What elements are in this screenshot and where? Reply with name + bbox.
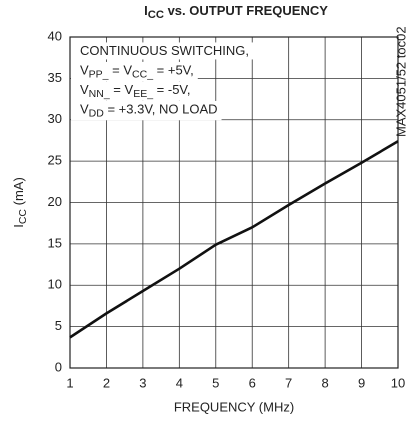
text-part: DD xyxy=(89,107,105,119)
x-tick-label: 4 xyxy=(176,375,183,390)
text-part: = -5V, xyxy=(153,82,190,97)
text-part: PP_ xyxy=(89,68,109,80)
text-part: CC xyxy=(17,209,29,225)
chart-title: ICC vs. OUTPUT FREQUENCY xyxy=(144,3,328,21)
y-tick-label: 5 xyxy=(55,318,62,333)
x-tick-label: 8 xyxy=(321,375,328,390)
text-part: = +5V, xyxy=(153,63,194,78)
y-tick-label: 40 xyxy=(48,28,62,43)
y-tick-label: 15 xyxy=(48,235,62,250)
y-tick-label: 0 xyxy=(55,359,62,374)
text-part: CC_ xyxy=(132,68,153,80)
annotation-backing xyxy=(71,42,253,60)
y-axis-label: ICC (mA) xyxy=(11,177,28,228)
text-part: = V xyxy=(109,63,133,78)
text-part: CONTINUOUS SWITCHING, xyxy=(80,43,249,58)
text-part: CC xyxy=(148,9,164,21)
text-part: EE_ xyxy=(133,88,153,100)
x-tick-label: 6 xyxy=(249,375,256,390)
y-tick-label: 20 xyxy=(48,194,62,209)
text-part: (mA) xyxy=(11,177,26,209)
x-tick-label: 10 xyxy=(391,375,405,390)
annotation-line: CONTINUOUS SWITCHING, xyxy=(80,43,249,58)
plot xyxy=(69,36,399,369)
annotation: CONTINUOUS SWITCHING,VPP_ = VCC_ = +5V,V… xyxy=(71,42,253,121)
text-part: V xyxy=(80,82,89,97)
x-axis-label: FREQUENCY (MHz) xyxy=(174,399,294,414)
x-tick-label: 2 xyxy=(103,375,110,390)
text-part: = V xyxy=(110,82,134,97)
x-tick-label: 7 xyxy=(285,375,292,390)
text-part: NN_ xyxy=(89,88,110,100)
x-tick-label: 3 xyxy=(139,375,146,390)
watermark: MAX4051/52 toc02 xyxy=(393,26,408,137)
y-tick-label: 25 xyxy=(48,153,62,168)
annotation-backing xyxy=(71,100,222,121)
x-tick-label: 5 xyxy=(212,375,219,390)
annotation-line: VPP_ = VCC_ = +5V, xyxy=(80,63,194,80)
x-tick-label: 9 xyxy=(358,375,365,390)
plot-frame xyxy=(69,36,399,369)
text-part: = +3.3V, NO LOAD xyxy=(104,102,218,117)
text-part: I xyxy=(144,3,148,18)
y-tick-label: 35 xyxy=(48,70,62,85)
annotation-line: VNN_ = VEE_ = -5V, xyxy=(80,82,191,99)
data-line xyxy=(69,140,399,339)
annotation-backing xyxy=(71,81,195,101)
y-tick-label: 10 xyxy=(48,277,62,292)
x-tick-label: 1 xyxy=(66,375,73,390)
text-part: V xyxy=(80,63,89,78)
text-part: vs. OUTPUT FREQUENCY xyxy=(164,3,328,18)
text-part: I xyxy=(11,224,26,228)
annotation-line: VDD = +3.3V, NO LOAD xyxy=(80,102,218,119)
annotation-backing xyxy=(71,61,198,82)
text-part: V xyxy=(80,102,89,117)
y-tick-label: 30 xyxy=(48,111,62,126)
